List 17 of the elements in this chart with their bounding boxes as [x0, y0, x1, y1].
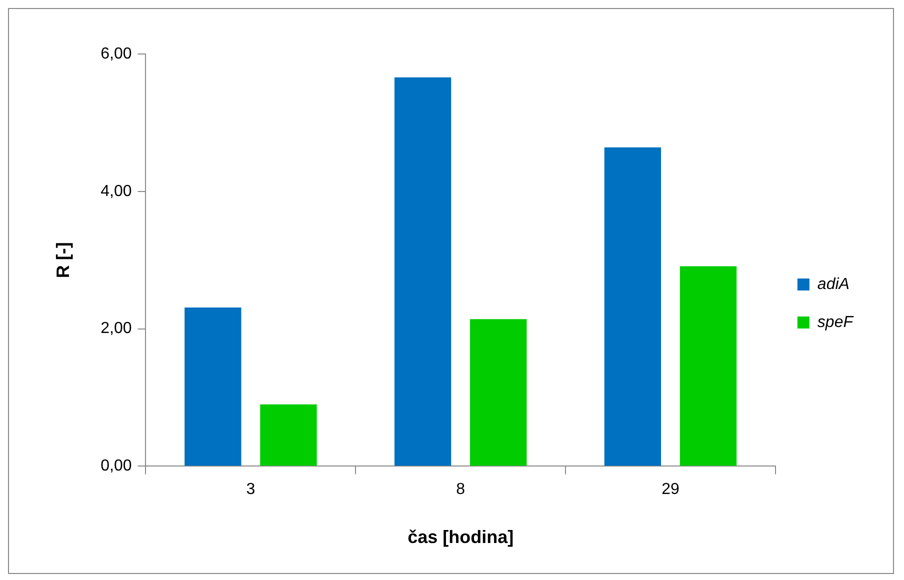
- bar: [680, 266, 737, 466]
- bar: [260, 404, 317, 466]
- bar: [394, 77, 452, 466]
- y-tick-label: 6,00: [100, 45, 132, 62]
- y-tick-label: 0,00: [100, 458, 132, 475]
- x-axis-title: čas [hodina]: [408, 527, 514, 548]
- x-tick-label: 3: [246, 481, 256, 498]
- x-tick-label: 29: [662, 481, 680, 498]
- bar: [604, 147, 662, 466]
- legend-label: adiA: [817, 276, 850, 293]
- legend-label: speF: [817, 314, 854, 331]
- x-tick-label: 8: [456, 481, 466, 498]
- y-tick-label: 2,00: [100, 320, 132, 338]
- bar: [470, 319, 527, 466]
- y-axis-title: R [-]: [52, 242, 73, 278]
- bar: [184, 308, 242, 466]
- y-tick-label: 4,00: [100, 182, 132, 200]
